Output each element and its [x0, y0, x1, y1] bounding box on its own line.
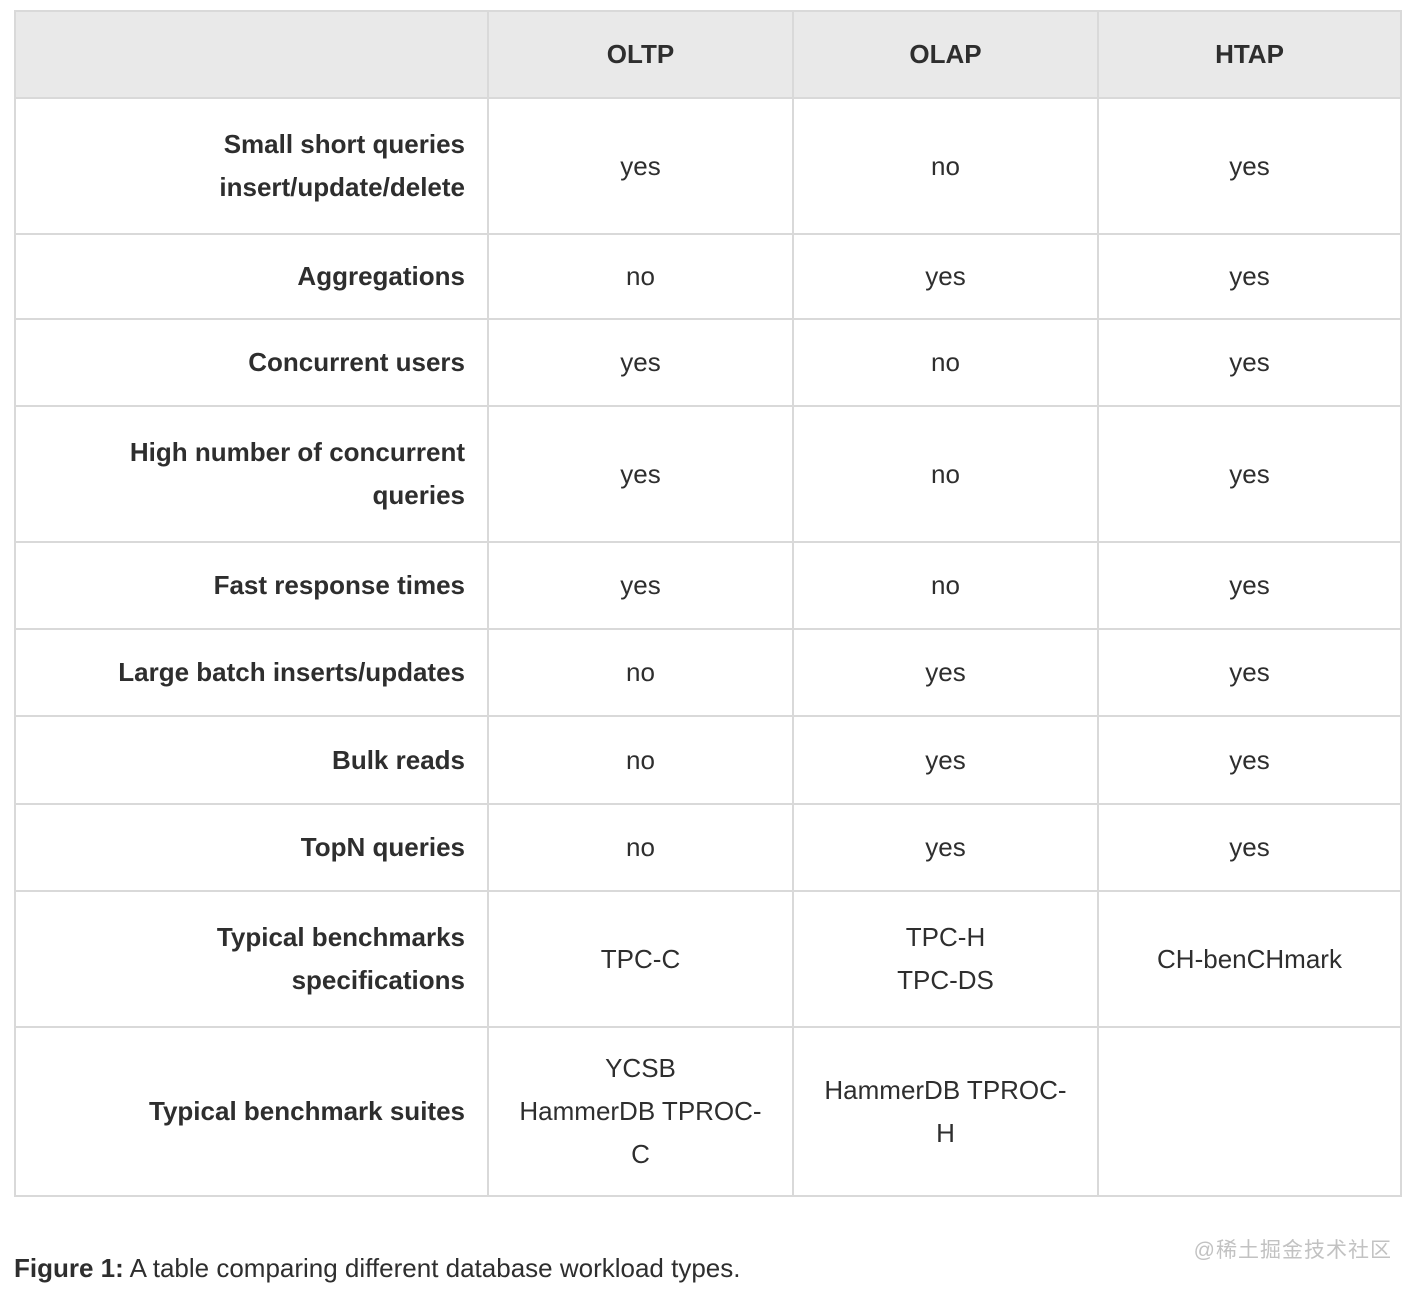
caption-prefix: Figure 1: [14, 1253, 124, 1283]
cell-olap: no [792, 405, 1099, 543]
cell-oltp: no [487, 628, 794, 717]
caption-text: A table comparing different database wor… [123, 1253, 741, 1283]
table-row: Small short queries insert/update/delete… [14, 97, 1402, 235]
cell-olap: no [792, 541, 1099, 630]
column-header-oltp: OLTP [487, 10, 794, 99]
table-row: Large batch inserts/updates no yes yes [14, 628, 1402, 717]
workload-table-wrap: OLTP OLAP HTAP Small short queries inser… [14, 10, 1402, 1197]
table-row: Concurrent users yes no yes [14, 318, 1402, 407]
cell-oltp: yes [487, 318, 794, 407]
cell-oltp: TPC-C [487, 890, 794, 1028]
row-label: Aggregations [14, 233, 489, 320]
cell-htap: yes [1097, 803, 1402, 892]
cell-olap: yes [792, 715, 1099, 805]
table-row: Bulk reads no yes yes [14, 715, 1402, 805]
cell-olap: yes [792, 628, 1099, 717]
cell-oltp: no [487, 233, 794, 320]
cell-oltp: YCSB HammerDB TPROC- C [487, 1026, 794, 1197]
table-row: Typical benchmarks specifications TPC-C … [14, 890, 1402, 1028]
row-label: Typical benchmark suites [14, 1026, 489, 1197]
cell-oltp: no [487, 715, 794, 805]
cell-htap [1097, 1026, 1402, 1197]
header-row: OLTP OLAP HTAP [14, 10, 1402, 99]
row-label: Concurrent users [14, 318, 489, 407]
cell-olap: yes [792, 803, 1099, 892]
cell-htap: yes [1097, 628, 1402, 717]
cell-olap: yes [792, 233, 1099, 320]
cell-htap: CH-benCHmark [1097, 890, 1402, 1028]
corner-cell [14, 10, 489, 99]
row-label: Fast response times [14, 541, 489, 630]
cell-htap: yes [1097, 715, 1402, 805]
row-label: High number of concurrent queries [14, 405, 489, 543]
watermark-text: @稀土掘金技术社区 [1193, 1239, 1392, 1262]
cell-htap: yes [1097, 97, 1402, 235]
workload-comparison-table: OLTP OLAP HTAP Small short queries inser… [14, 10, 1402, 1197]
cell-olap: TPC-H TPC-DS [792, 890, 1099, 1028]
cell-olap: HammerDB TPROC- H [792, 1026, 1099, 1197]
cell-htap: yes [1097, 233, 1402, 320]
row-label: Large batch inserts/updates [14, 628, 489, 717]
cell-oltp: no [487, 803, 794, 892]
table-row: Fast response times yes no yes [14, 541, 1402, 630]
row-label: Small short queries insert/update/delete [14, 97, 489, 235]
table-row: High number of concurrent queries yes no… [14, 405, 1402, 543]
column-header-olap: OLAP [792, 10, 1099, 99]
figure-caption: Figure 1: A table comparing different da… [14, 1253, 1422, 1284]
row-label: Typical benchmarks specifications [14, 890, 489, 1028]
column-header-htap: HTAP [1097, 10, 1402, 99]
row-label: Bulk reads [14, 715, 489, 805]
cell-htap: yes [1097, 318, 1402, 407]
cell-htap: yes [1097, 405, 1402, 543]
row-label: TopN queries [14, 803, 489, 892]
table-row: TopN queries no yes yes [14, 803, 1402, 892]
cell-olap: no [792, 97, 1099, 235]
table-row: Typical benchmark suites YCSB HammerDB T… [14, 1026, 1402, 1197]
cell-htap: yes [1097, 541, 1402, 630]
cell-oltp: yes [487, 541, 794, 630]
cell-olap: no [792, 318, 1099, 407]
cell-oltp: yes [487, 405, 794, 543]
table-row: Aggregations no yes yes [14, 233, 1402, 320]
cell-oltp: yes [487, 97, 794, 235]
